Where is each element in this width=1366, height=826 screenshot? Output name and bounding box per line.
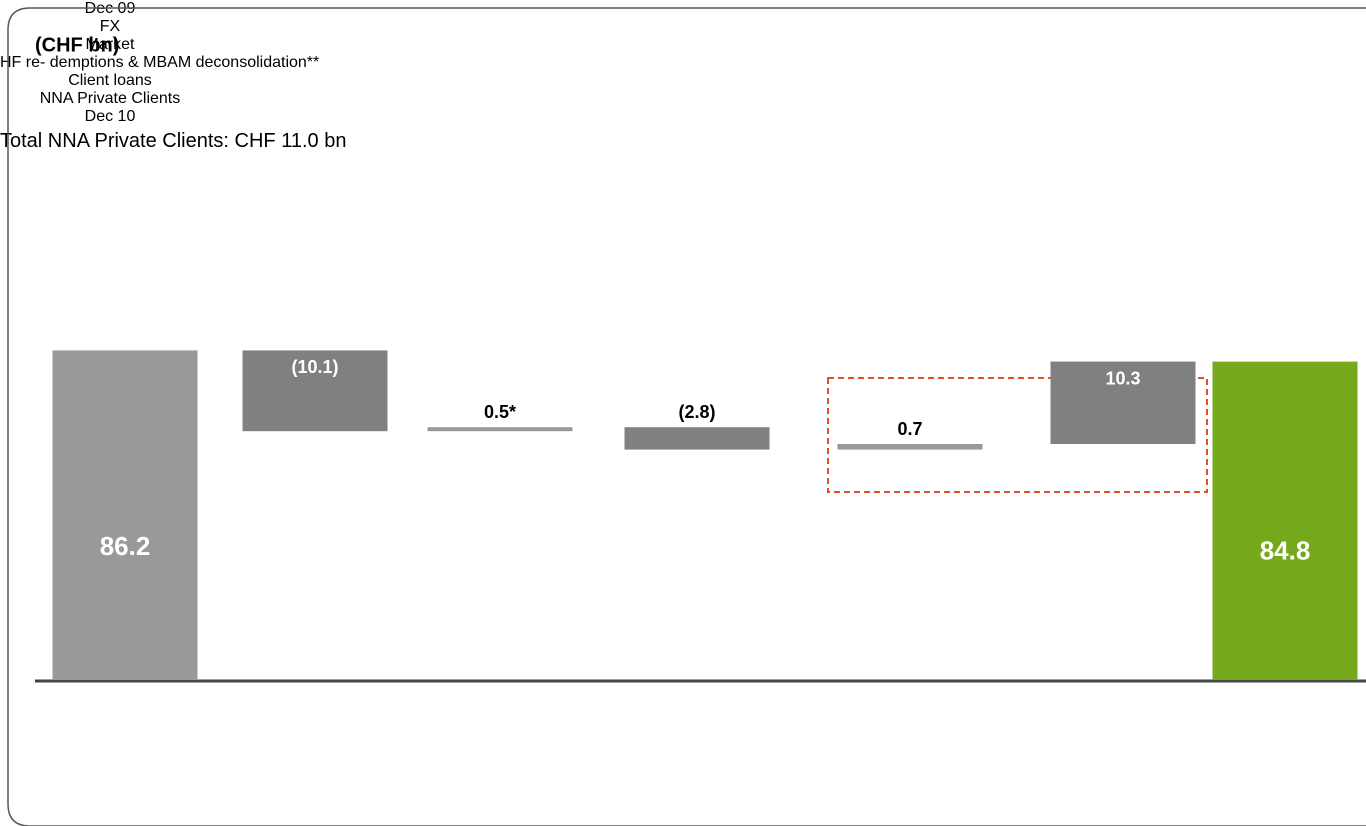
bar bbox=[837, 444, 983, 450]
bar bbox=[1212, 361, 1358, 680]
bar bbox=[1050, 361, 1196, 444]
value-label: 86.2 bbox=[100, 531, 151, 561]
highlight-box bbox=[827, 377, 1208, 493]
value-label: 10.3 bbox=[1105, 368, 1140, 388]
annotation: Total NNA Private Clients: CHF 11.0 bn bbox=[0, 130, 347, 152]
value-label: 0.7 bbox=[897, 419, 922, 439]
bar bbox=[52, 350, 198, 680]
value-label: 0.5* bbox=[484, 402, 516, 422]
bar bbox=[427, 427, 573, 432]
x-tick-label: NNA Private Clients bbox=[39, 90, 181, 107]
x-tick-label: Client loans bbox=[68, 72, 152, 89]
frame bbox=[7, 7, 1366, 826]
chart-title: (CHF bn) bbox=[35, 34, 119, 56]
bar bbox=[624, 427, 770, 450]
x-tick-label: FX bbox=[99, 18, 121, 35]
bar bbox=[242, 350, 388, 432]
x-tick-label: HF re- demptions & MBAM deconsolidation*… bbox=[0, 54, 320, 71]
x-tick-label: Market bbox=[85, 36, 135, 53]
x-tick-label: Dec 10 bbox=[84, 108, 136, 125]
value-label: (2.8) bbox=[678, 402, 715, 422]
value-label: (10.1) bbox=[291, 357, 338, 377]
value-label: 84.8 bbox=[1260, 536, 1311, 566]
